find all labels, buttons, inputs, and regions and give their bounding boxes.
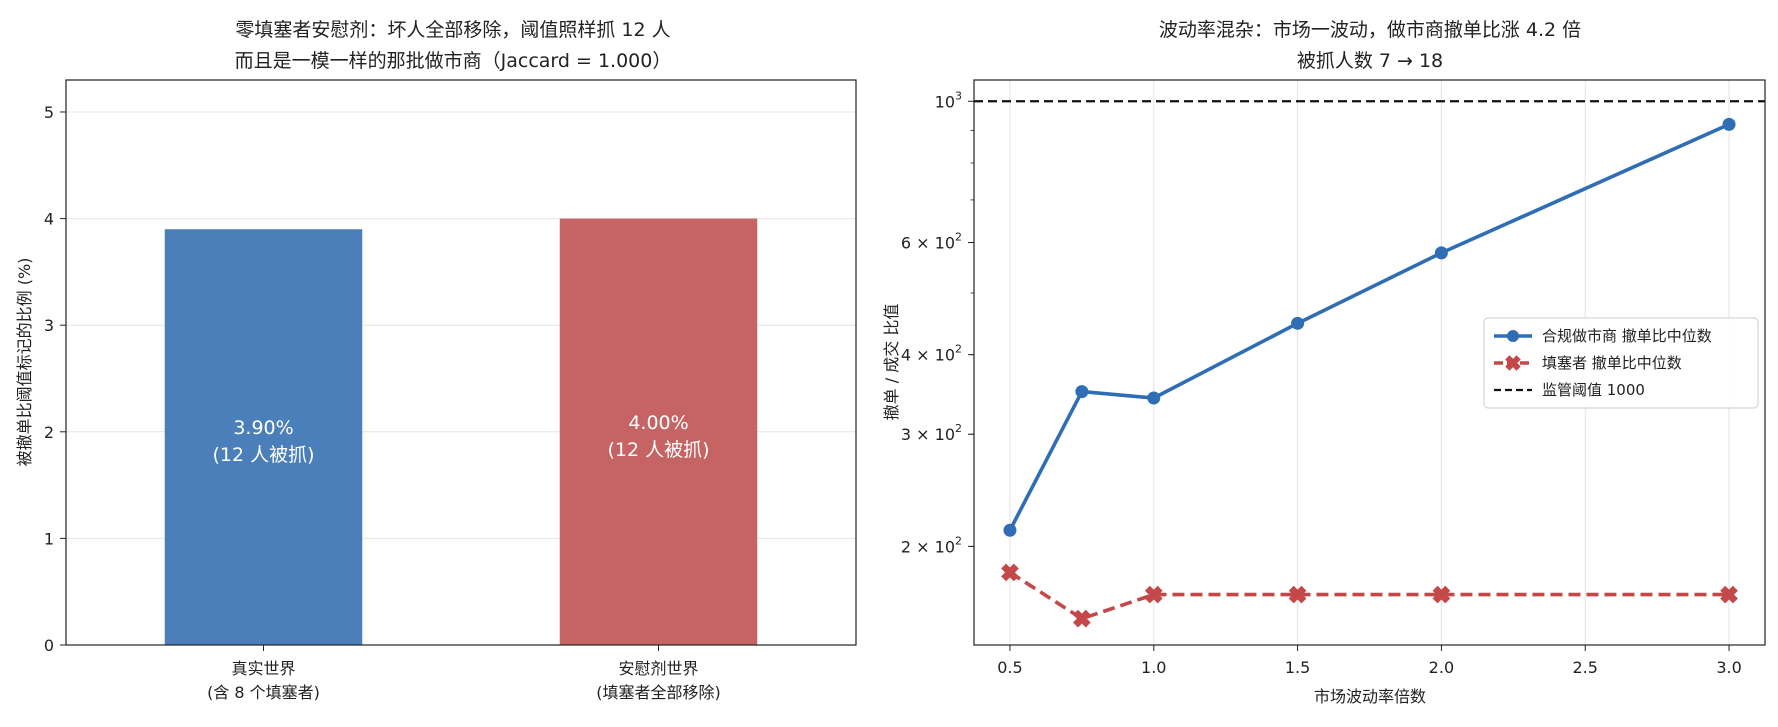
data-point — [1434, 246, 1448, 260]
tick-base: 3 × 10 — [901, 425, 955, 444]
series-line — [1008, 570, 1730, 621]
data-point — [1291, 316, 1305, 330]
tick-base: 2 × 10 — [901, 537, 955, 556]
left-y-ticks: 0 1 2 3 4 5 — [44, 103, 66, 655]
right-x-tick-label: 2.5 — [1573, 658, 1598, 677]
legend-label: 合规做市商 撤单比中位数 — [1542, 327, 1712, 345]
left-x-tick-label-line2: (含 8 个填塞者) — [207, 683, 320, 702]
left-x-tick-label-line2: (填塞者全部移除) — [596, 683, 721, 702]
bar — [559, 218, 758, 645]
left-y-tick-label: 3 — [44, 316, 54, 335]
data-point — [1073, 609, 1091, 628]
bar — [164, 229, 363, 645]
data-point — [1003, 523, 1017, 537]
right-x-tick-label: 2.0 — [1429, 658, 1454, 677]
right-plot-frame — [973, 79, 1766, 646]
tick-base: 10 — [935, 92, 955, 111]
left-chart-title-line2: 而且是一模一样的那批做市商（Jaccard = 1.000） — [235, 50, 672, 72]
tick-base: 6 × 10 — [901, 234, 955, 253]
right-y-axis-label: 撤单 / 成交 比值 — [882, 304, 901, 421]
right-x-tick-label: 0.5 — [997, 658, 1022, 677]
right-x-tick-label: 1.0 — [1141, 658, 1166, 677]
right-y-tick-label: 2 × 102 — [901, 534, 962, 556]
data-point — [1147, 391, 1161, 405]
data-point — [1144, 585, 1163, 604]
right-series — [1001, 117, 1738, 628]
bar-value-label: 3.90% — [233, 417, 293, 439]
left-plot-frame — [65, 79, 857, 646]
right-y-tick-label: 6 × 102 — [901, 231, 962, 253]
right-x-tick-label: 1.5 — [1285, 658, 1310, 677]
series-line — [1008, 122, 1730, 532]
legend-marker — [1505, 355, 1521, 371]
right-chart-title-line2: 被抓人数 7 → 18 — [1297, 50, 1443, 72]
tick-exponent: 2 — [955, 343, 962, 356]
left-y-axis-label: 被撤单比阈值标记的比例 (%) — [15, 258, 34, 467]
left-chart-title-line1: 零填塞者安慰剂：坏人全部移除，阈值照样抓 12 人 — [235, 19, 670, 41]
left-x-ticks: 真实世界 (含 8 个填塞者) 安慰剂世界 (填塞者全部移除) — [207, 645, 721, 702]
data-point — [1432, 585, 1451, 604]
tick-exponent: 2 — [955, 534, 962, 547]
right-chart: 波动率混杂：市场一波动，做市商撤单比涨 4.2 倍 被抓人数 7 → 18 2 … — [882, 19, 1766, 706]
right-x-axis-label: 市场波动率倍数 — [1314, 687, 1426, 706]
legend-label: 监管阈值 1000 — [1542, 381, 1645, 399]
data-point — [1001, 563, 1019, 582]
left-x-tick-label-line1: 真实世界 — [231, 659, 295, 678]
left-y-tick-label: 5 — [44, 103, 54, 122]
left-x-tick-label-line1: 安慰剂世界 — [618, 659, 698, 678]
tick-exponent: 2 — [955, 422, 962, 435]
left-y-tick-label: 2 — [44, 423, 54, 442]
legend-label: 填塞者 撤单比中位数 — [1542, 354, 1682, 372]
right-y-tick-label: 4 × 102 — [901, 343, 962, 365]
legend-marker — [1507, 330, 1519, 342]
tick-exponent: 2 — [955, 231, 962, 244]
data-point — [1722, 117, 1736, 131]
tick-exponent: 3 — [955, 89, 962, 102]
left-y-tick-label: 4 — [44, 210, 54, 229]
right-chart-title-line1: 波动率混杂：市场一波动，做市商撤单比涨 4.2 倍 — [1159, 19, 1581, 41]
data-point — [1075, 385, 1089, 399]
bar-value-label: 4.00% — [628, 412, 688, 434]
left-bars: 3.90% (12 人被抓) 4.00% (12 人被抓) — [164, 218, 758, 645]
tick-base: 4 × 10 — [901, 346, 955, 365]
left-y-tick-label: 0 — [44, 636, 54, 655]
right-x-tick-label: 3.0 — [1716, 658, 1741, 677]
right-y-tick-label: 3 × 102 — [901, 422, 962, 444]
left-chart: 零填塞者安慰剂：坏人全部移除，阈值照样抓 12 人 而且是一模一样的那批做市商（… — [15, 19, 857, 702]
bar-count-label: (12 人被抓) — [212, 444, 314, 466]
legend-box — [1483, 317, 1759, 409]
right-y-tick-label: 103 — [935, 89, 962, 111]
data-point — [1288, 585, 1307, 604]
right-x-ticks: 0.5 1.0 1.5 2.0 2.5 3.0 — [997, 645, 1742, 677]
left-y-tick-label: 1 — [44, 529, 54, 548]
bar-count-label: (12 人被抓) — [607, 439, 709, 461]
data-point — [1720, 585, 1738, 604]
